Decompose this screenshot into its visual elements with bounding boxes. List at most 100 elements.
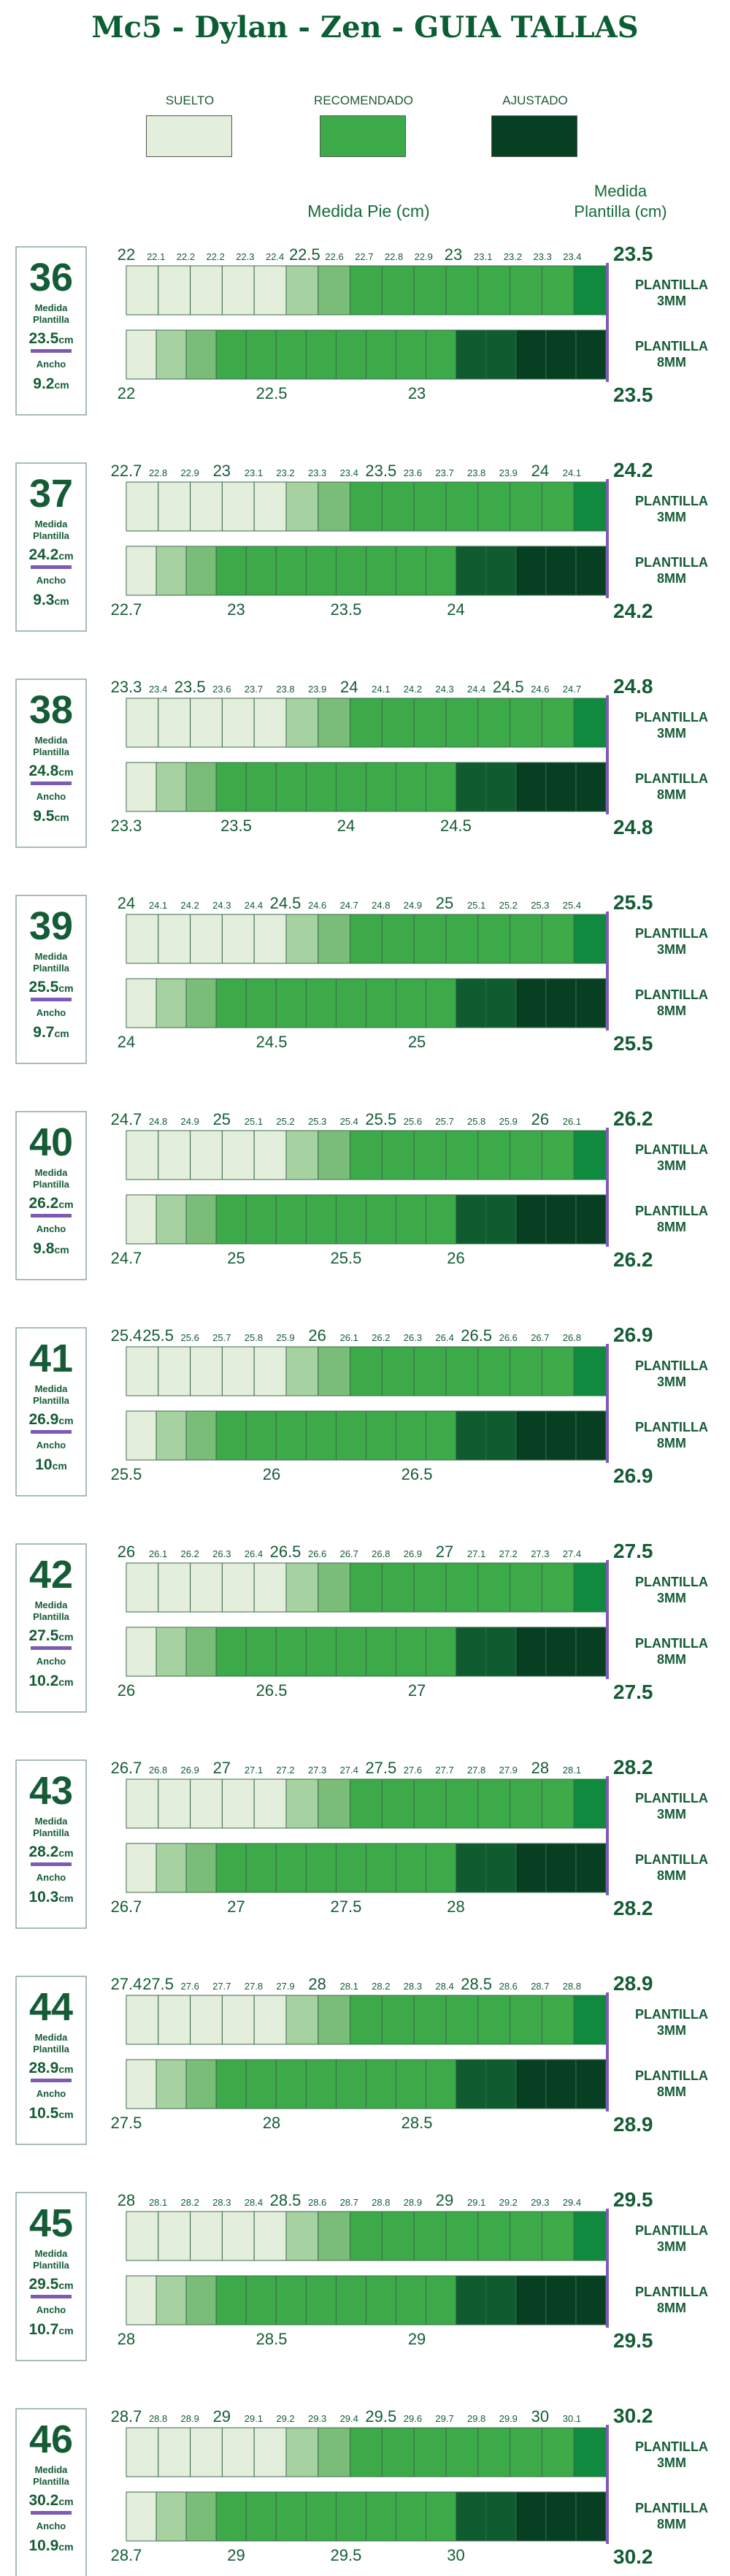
tick-label-top: 22.5 xyxy=(289,245,320,264)
unit-label: cm xyxy=(54,595,69,607)
cell-3mm xyxy=(126,2211,159,2261)
cell-3mm xyxy=(510,2427,542,2477)
tick-label-top: 28.7 xyxy=(111,2407,142,2426)
tick-label-top: 24.4 xyxy=(245,900,263,911)
tick-label-top: 22.2 xyxy=(207,251,225,262)
cell-3mm xyxy=(253,2427,287,2477)
cell-8mm xyxy=(426,1843,457,1893)
max-label-top: 27.5 xyxy=(613,1540,653,1562)
cell-3mm xyxy=(477,1346,511,1396)
width-label: Ancho xyxy=(36,2304,66,2315)
cell-8mm xyxy=(575,1627,607,1677)
cell-8mm xyxy=(575,1843,607,1893)
tick-label-top: 25.2 xyxy=(276,1116,294,1127)
width-value: 10.9cm xyxy=(28,2537,73,2554)
cell-8mm xyxy=(366,1627,397,1677)
cell-3mm xyxy=(541,1778,575,1829)
cell-3mm xyxy=(413,1995,447,2045)
cell-8mm xyxy=(305,2491,337,2542)
max-label-bottom: 24.8 xyxy=(613,816,653,838)
width-label: Ancho xyxy=(36,359,66,370)
tick-label-top: 24.3 xyxy=(435,684,453,695)
tick-label-top: 28.5 xyxy=(270,2191,301,2209)
width-value: 9.8cm xyxy=(33,1240,69,1257)
row-label-8mm: PLANTILLA xyxy=(635,1420,708,1434)
cell-8mm xyxy=(275,2059,307,2109)
cell-8mm xyxy=(515,2275,547,2325)
cell-3mm xyxy=(413,2211,447,2261)
tick-label-top: 24.2 xyxy=(404,684,422,695)
cell-8mm xyxy=(366,2275,397,2325)
tick-label-top: 29.5 xyxy=(365,2407,396,2426)
tick-label-top: 27.4 xyxy=(340,1765,358,1776)
tick-label-bottom: 24 xyxy=(337,817,355,835)
unit-label: cm xyxy=(58,1847,73,1859)
cell-3mm xyxy=(477,2211,511,2261)
row-label-3mm: PLANTILLA xyxy=(635,1142,708,1157)
tick-label-top: 27.5 xyxy=(142,1975,174,1993)
cell-3mm xyxy=(126,1562,159,1613)
cell-8mm xyxy=(426,329,457,380)
tick-label-top: 26.1 xyxy=(149,1548,167,1559)
max-label-bottom: 26.2 xyxy=(613,1248,653,1271)
tick-label-bottom: 28 xyxy=(118,2330,135,2348)
cell-8mm xyxy=(215,2059,247,2109)
tick-label-top: 27.4 xyxy=(563,1548,581,1559)
row-label-8mm: 8MM xyxy=(657,2084,686,2099)
cell-8mm xyxy=(485,762,517,812)
cell-8mm xyxy=(305,978,337,1028)
width-label: Ancho xyxy=(36,2088,66,2099)
tick-label-top: 27.1 xyxy=(245,1765,263,1776)
cell-3mm xyxy=(285,914,319,964)
tick-label-top: 23.4 xyxy=(563,251,581,262)
tick-label-top: 26.4 xyxy=(245,1548,263,1559)
tick-label-top: 27 xyxy=(213,1759,231,1777)
cell-8mm xyxy=(456,1194,487,1245)
foot-measure-header: Medida Pie (cm) xyxy=(307,202,430,221)
cell-3mm xyxy=(413,697,447,748)
tick-label-top: 23.7 xyxy=(245,684,263,695)
cell-8mm xyxy=(515,2059,547,2109)
max-marker-line xyxy=(606,479,609,598)
cell-3mm xyxy=(350,1995,383,2045)
cell-3mm xyxy=(318,265,351,316)
cell-8mm xyxy=(575,762,607,812)
tick-label-top: 28.3 xyxy=(404,1981,422,1992)
tick-label-top: 24.7 xyxy=(563,684,581,695)
cell-8mm xyxy=(396,1627,427,1677)
cell-3mm xyxy=(285,1346,319,1396)
tick-label-bottom: 28.5 xyxy=(256,2330,288,2348)
divider xyxy=(31,998,72,1001)
size-card xyxy=(15,2408,87,2576)
cell-8mm xyxy=(215,1410,247,1461)
cell-3mm xyxy=(445,2427,479,2477)
cell-8mm xyxy=(215,2275,247,2325)
tick-label-top: 24.6 xyxy=(531,684,549,695)
cell-8mm xyxy=(275,2491,307,2542)
cell-8mm xyxy=(126,2059,157,2109)
tick-label-bottom: 24.5 xyxy=(256,1033,288,1051)
cell-8mm xyxy=(275,978,307,1028)
max-marker-line xyxy=(606,1344,609,1463)
cell-8mm xyxy=(305,1843,337,1893)
size-card xyxy=(15,246,87,416)
cell-8mm xyxy=(515,546,547,596)
unit-label: cm xyxy=(53,1460,67,1472)
tick-label-top: 24.7 xyxy=(340,900,358,911)
cell-8mm xyxy=(366,546,397,596)
cell-8mm xyxy=(185,2059,217,2109)
cell-8mm xyxy=(545,762,577,812)
tick-label-top: 26 xyxy=(531,1110,549,1128)
tick-label-top: 29.9 xyxy=(499,2413,518,2424)
tick-label-top: 29.6 xyxy=(404,2413,422,2424)
cell-3mm xyxy=(285,1130,319,1180)
tick-label-top: 25.5 xyxy=(365,1110,396,1128)
width-label: Ancho xyxy=(36,575,66,586)
cell-8mm xyxy=(305,1194,337,1245)
tick-label-bottom: 23 xyxy=(227,600,245,619)
tick-label-top: 26.5 xyxy=(270,1543,301,1561)
tick-label-top: 22.8 xyxy=(149,467,167,478)
unit-label: cm xyxy=(58,1199,73,1210)
legend-swatch-ajustado xyxy=(491,115,577,157)
insole-label: Plantilla xyxy=(33,2044,70,2055)
